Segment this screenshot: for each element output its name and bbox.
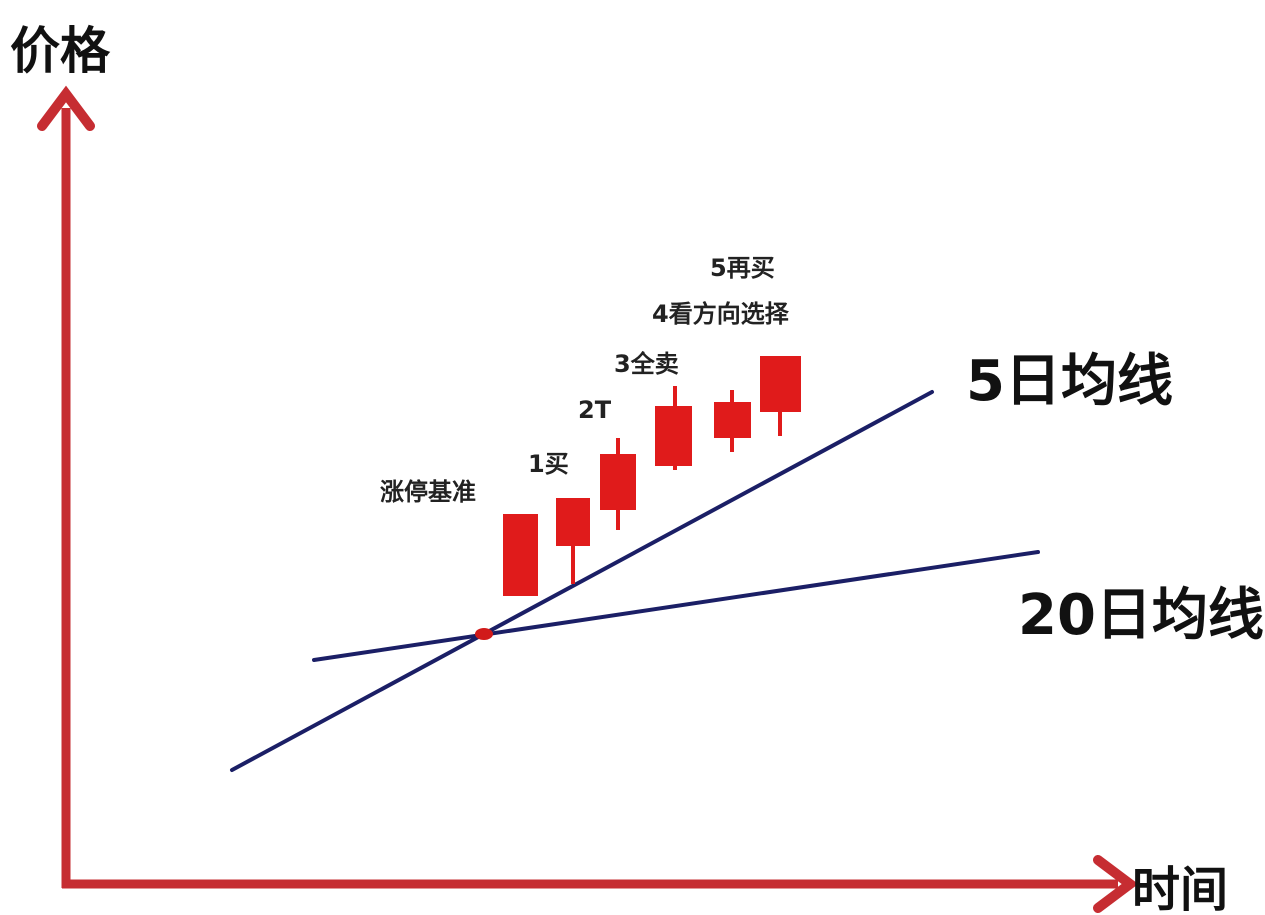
ma5-line [230, 390, 934, 772]
step2-label: 2T [578, 396, 612, 424]
ma20-line [312, 550, 1040, 662]
candle-1 [503, 514, 538, 596]
limit-up-base-label: 涨停基准 [380, 478, 476, 506]
candle-3 [600, 438, 636, 530]
candles [503, 356, 801, 596]
x-axis-arrowhead [1093, 855, 1139, 913]
step1-label: 1买 [528, 450, 569, 478]
ma20-label: 20日均线 [1018, 583, 1264, 648]
step5-label: 5再买 [710, 254, 775, 282]
y-axis-arrowhead [37, 85, 95, 131]
step4-label: 4看方向选择 [652, 300, 790, 328]
x-axis-label: 时间 [1132, 862, 1228, 915]
step3-label: 3全卖 [614, 350, 679, 378]
candle-6 [760, 356, 801, 436]
golden-cross-marker [475, 628, 493, 640]
candle-2 [556, 498, 590, 584]
candle-5 [714, 390, 751, 452]
y-axis-label: 价格 [10, 22, 111, 80]
candle-4 [655, 386, 692, 470]
ma5-label: 5日均线 [966, 349, 1173, 414]
